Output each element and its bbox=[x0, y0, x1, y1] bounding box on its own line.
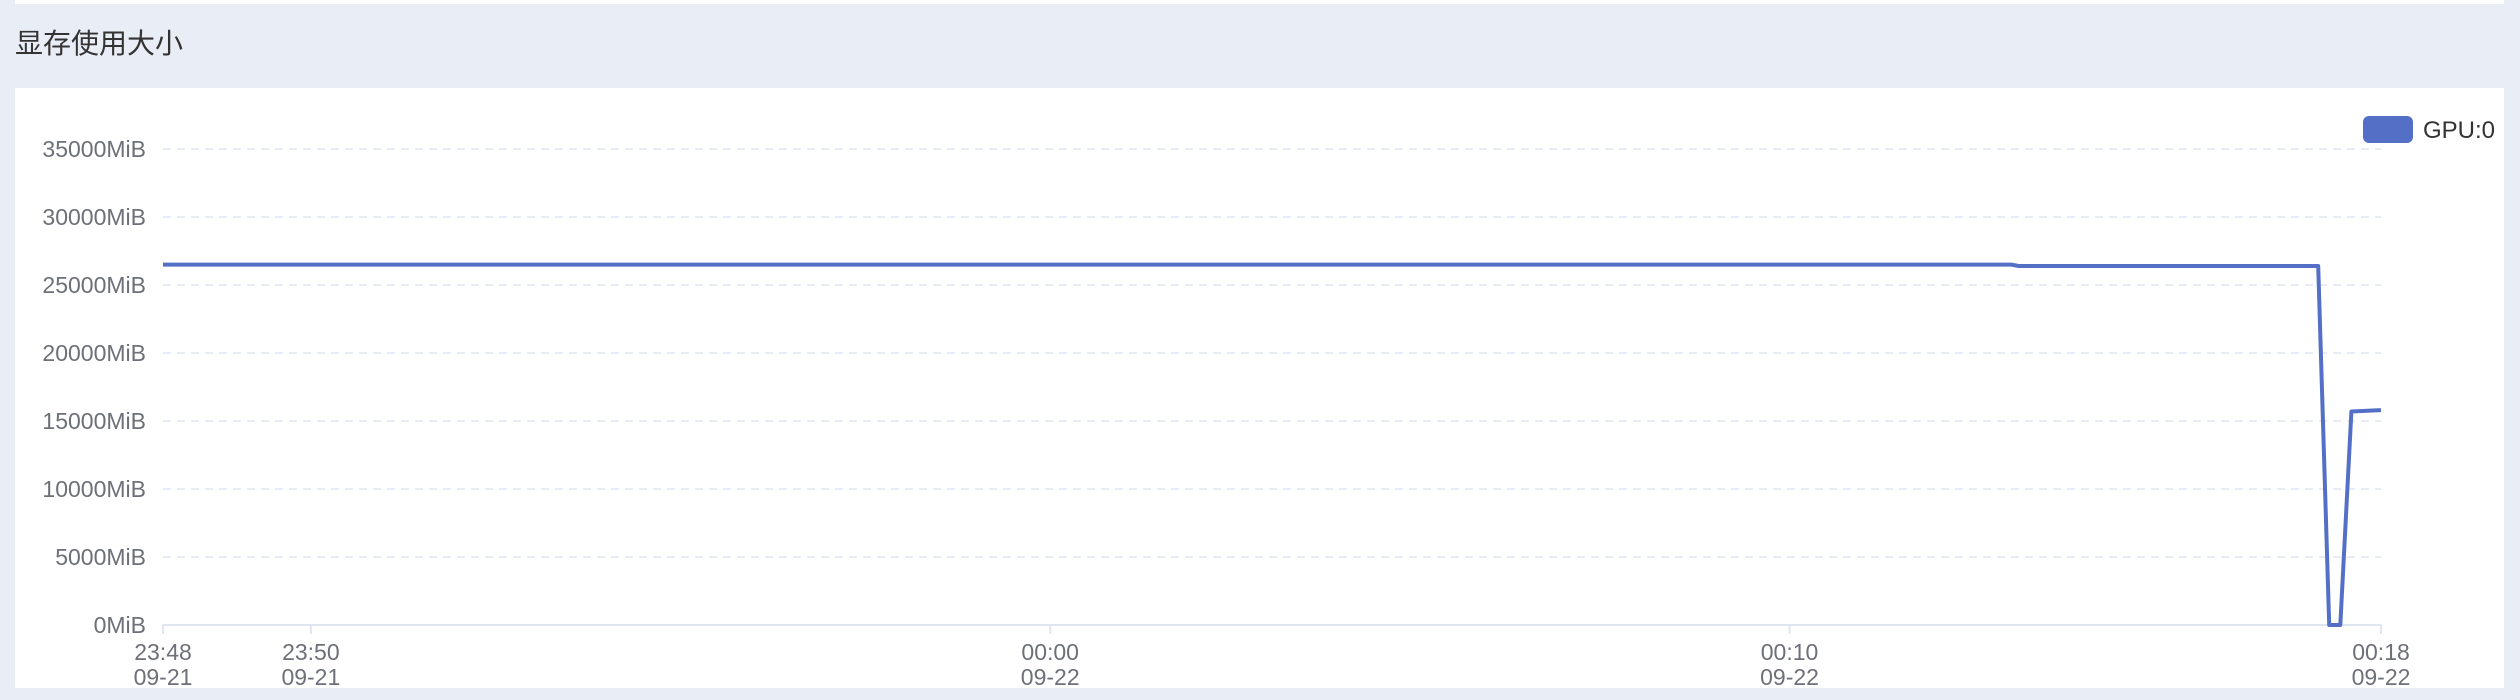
legend-label[interactable]: GPU:0 bbox=[2423, 117, 2495, 144]
x-tick-label-time: 00:00 bbox=[1021, 639, 1079, 665]
x-tick-label-time: 23:48 bbox=[134, 639, 192, 665]
x-axis: 23:4809-2123:5009-2100:0009-2200:1009-22… bbox=[134, 624, 2411, 690]
x-tick-label-date: 09-22 bbox=[1760, 664, 1819, 688]
x-tick-label-date: 09-21 bbox=[134, 664, 193, 688]
y-tick-label: 10000MiB bbox=[42, 476, 146, 502]
grid-lines bbox=[163, 148, 2381, 558]
x-tick-label-time: 00:10 bbox=[1761, 639, 1819, 665]
legend[interactable]: GPU:0 bbox=[2363, 116, 2495, 144]
y-tick-label: 15000MiB bbox=[42, 408, 146, 434]
panel-title: 显存使用大小 bbox=[15, 27, 184, 60]
y-tick-label: 20000MiB bbox=[42, 340, 146, 366]
y-tick-label: 35000MiB bbox=[42, 136, 146, 162]
y-tick-label: 0MiB bbox=[94, 612, 146, 638]
previous-panel-edge bbox=[15, 0, 2504, 4]
chart-card: 0MiB 5000MiB 10000MiB 15000MiB 20000MiB 25000… bbox=[15, 88, 2504, 690]
y-tick-label: 30000MiB bbox=[42, 204, 146, 230]
x-tick-label-time: 00:18 bbox=[2352, 639, 2410, 665]
y-axis-labels: 0MiB 5000MiB 10000MiB 15000MiB 20000MiB 25000… bbox=[42, 136, 146, 638]
x-tick-label-date: 09-22 bbox=[1021, 664, 1080, 688]
x-tick-label-time: 23:50 bbox=[282, 639, 340, 665]
series-layer bbox=[163, 262, 2382, 627]
memory-usage-chart: 0MiB 5000MiB 10000MiB 15000MiB 20000MiB 25000… bbox=[42, 116, 2495, 690]
legend-swatch[interactable] bbox=[2363, 116, 2413, 143]
y-tick-label: 5000MiB bbox=[55, 544, 146, 570]
x-tick-label-date: 09-22 bbox=[2352, 664, 2411, 688]
x-tick-label-date: 09-21 bbox=[281, 664, 340, 688]
series-line-gpu0 bbox=[163, 262, 2382, 627]
y-tick-label: 25000MiB bbox=[42, 272, 146, 298]
